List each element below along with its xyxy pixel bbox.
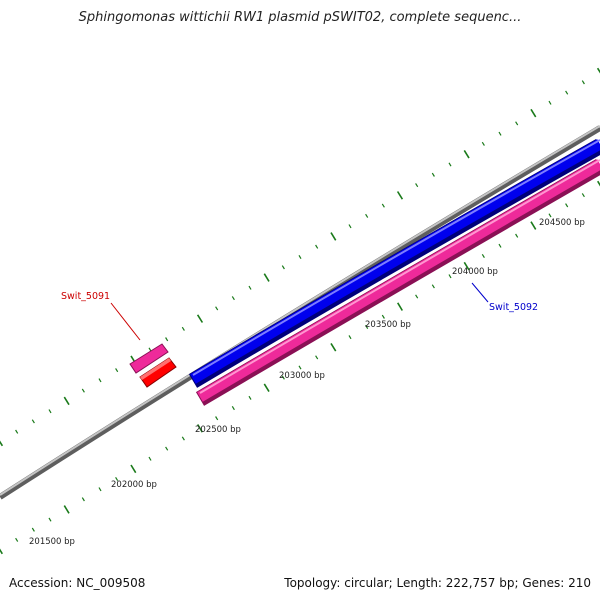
- minor-tick: [348, 335, 352, 340]
- minor-tick: [181, 436, 185, 441]
- major-tick: [263, 383, 270, 393]
- minor-tick: [548, 100, 552, 105]
- major-tick: [330, 232, 337, 241]
- minor-tick: [298, 365, 302, 370]
- minor-tick: [81, 497, 85, 502]
- minor-tick: [431, 172, 435, 177]
- minor-tick: [498, 243, 502, 248]
- gene-label-swit-5091-group: Swit_5091: [61, 291, 141, 341]
- major-tick: [0, 440, 4, 447]
- minor-tick: [348, 224, 352, 229]
- minor-tick: [565, 90, 569, 95]
- major-tick: [130, 464, 137, 474]
- minor-tick: [248, 395, 252, 400]
- minor-tick: [115, 476, 119, 482]
- minor-tick: [248, 285, 252, 290]
- major-tick: [63, 505, 70, 514]
- minor-tick: [481, 141, 485, 146]
- minor-tick: [81, 388, 85, 393]
- minor-tick: [165, 446, 169, 451]
- minor-tick: [515, 233, 519, 238]
- minor-tick: [515, 121, 519, 126]
- major-tick: [463, 261, 470, 271]
- major-tick: [263, 273, 270, 282]
- minor-tick: [48, 409, 52, 414]
- minor-tick: [565, 203, 569, 208]
- minor-tick: [31, 419, 35, 424]
- leader-line: [471, 282, 489, 303]
- accession-label: Accession: NC_009508: [9, 576, 146, 590]
- minor-tick: [481, 253, 485, 259]
- minor-tick: [298, 254, 302, 260]
- inner-tick-ring: [0, 180, 600, 555]
- minor-tick: [448, 274, 452, 279]
- major-tick: [63, 396, 70, 406]
- major-tick: [596, 67, 600, 74]
- gene-label-swit-5092-group: Swit_5092: [471, 282, 538, 313]
- gene-label-swit-5091[interactable]: Swit_5091: [61, 291, 110, 302]
- minor-tick: [165, 337, 169, 342]
- minor-tick: [15, 537, 19, 542]
- minor-tick: [365, 324, 369, 330]
- minor-tick: [581, 80, 585, 85]
- ruler-label: 203500 bp: [365, 320, 411, 330]
- minor-tick: [415, 294, 419, 299]
- minor-tick: [98, 487, 102, 492]
- minor-tick: [31, 527, 35, 532]
- minor-tick: [15, 429, 19, 434]
- gene-label-swit-5092[interactable]: Swit_5092: [489, 302, 538, 313]
- minor-tick: [281, 265, 285, 270]
- minor-tick: [415, 183, 419, 188]
- minor-tick: [381, 314, 385, 319]
- minor-tick: [148, 456, 152, 461]
- minor-tick: [381, 203, 385, 208]
- major-tick: [330, 342, 337, 352]
- minor-tick: [115, 368, 119, 373]
- major-tick: [530, 221, 537, 230]
- minor-tick: [581, 193, 585, 198]
- minor-tick: [315, 355, 319, 360]
- minor-tick: [231, 405, 235, 411]
- major-tick: [530, 108, 537, 118]
- major-tick: [597, 180, 600, 187]
- minor-tick: [215, 416, 219, 421]
- ruler-label: 202500 bp: [195, 425, 241, 435]
- minor-tick: [215, 306, 219, 311]
- map-title: Sphingomonas wittichii RW1 plasmid pSWIT…: [78, 10, 522, 25]
- outer-tick-ring: [0, 67, 600, 447]
- minor-tick: [448, 162, 452, 167]
- minor-tick: [431, 284, 435, 289]
- forward-strand-track[interactable]: [188, 139, 600, 388]
- major-tick: [196, 314, 204, 323]
- minor-tick: [315, 244, 319, 249]
- minor-tick: [365, 213, 369, 218]
- major-tick: [463, 149, 470, 159]
- summary-label: Topology: circular; Length: 222,757 bp; …: [284, 576, 591, 590]
- gene-swit-5091[interactable]: [129, 343, 177, 388]
- major-tick: [197, 424, 203, 433]
- ruler-label: 201500 bp: [29, 537, 75, 547]
- ruler-label: 202000 bp: [111, 480, 157, 490]
- ruler-label: 203000 bp: [279, 371, 325, 381]
- leader-line: [110, 302, 141, 341]
- major-tick: [0, 548, 3, 555]
- ruler-label: 204000 bp: [452, 267, 498, 277]
- major-tick: [397, 302, 403, 311]
- reverse-strand-track[interactable]: [195, 159, 600, 406]
- minor-tick: [548, 213, 552, 218]
- ruler-label: 204500 bp: [539, 218, 585, 228]
- minor-tick: [48, 517, 52, 522]
- minor-tick: [281, 375, 285, 380]
- major-tick: [396, 191, 404, 200]
- ruler-labels: 201500 bp 202000 bp 202500 bp 203000 bp …: [29, 218, 585, 547]
- minor-tick: [498, 131, 502, 136]
- minor-tick: [98, 378, 102, 383]
- minor-tick: [181, 326, 185, 331]
- minor-tick: [231, 296, 235, 301]
